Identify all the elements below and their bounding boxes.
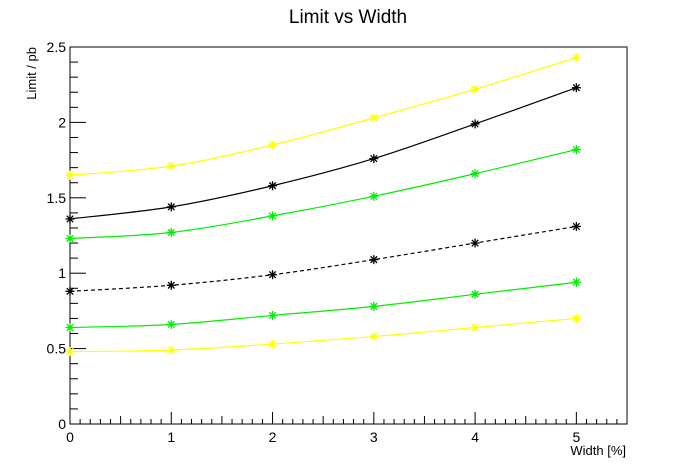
data-point bbox=[369, 255, 379, 265]
plot-frame bbox=[69, 46, 628, 425]
chart-title: Limit vs Width bbox=[289, 7, 407, 28]
series-line bbox=[69, 56, 577, 176]
data-point bbox=[369, 113, 379, 123]
series-1 bbox=[65, 83, 581, 224]
data-point bbox=[470, 289, 480, 299]
data-point bbox=[268, 140, 278, 150]
series-line bbox=[69, 281, 577, 329]
data-point bbox=[571, 145, 581, 155]
data-point bbox=[166, 280, 176, 290]
series-2 bbox=[65, 145, 581, 244]
data-point bbox=[268, 310, 278, 320]
series-0 bbox=[65, 53, 581, 180]
data-point bbox=[571, 313, 581, 323]
x-tick-label: 5 bbox=[572, 429, 580, 445]
data-point bbox=[571, 221, 581, 231]
y-tick-label: 1.5 bbox=[47, 190, 67, 206]
data-point bbox=[65, 286, 75, 296]
data-point bbox=[268, 181, 278, 191]
data-point bbox=[369, 154, 379, 164]
axis-ticks bbox=[69, 46, 628, 425]
series-line bbox=[69, 225, 577, 292]
data-point bbox=[470, 119, 480, 129]
x-tick-label: 0 bbox=[66, 429, 74, 445]
data-point bbox=[65, 214, 75, 224]
data-point bbox=[470, 238, 480, 248]
data-point bbox=[470, 84, 480, 94]
series-line bbox=[69, 148, 577, 240]
data-point bbox=[470, 169, 480, 179]
x-tick-label: 2 bbox=[269, 429, 277, 445]
x-axis-label: Width [%] bbox=[570, 443, 626, 458]
data-point bbox=[571, 277, 581, 287]
data-point bbox=[166, 202, 176, 212]
data-point bbox=[65, 170, 75, 180]
series-5 bbox=[65, 313, 581, 357]
series-3 bbox=[65, 221, 581, 296]
y-tick-label: 1 bbox=[58, 265, 66, 281]
x-tick-label: 3 bbox=[370, 429, 378, 445]
data-point bbox=[470, 322, 480, 332]
series-4 bbox=[65, 277, 581, 332]
y-axis-label: Limit / pb bbox=[24, 47, 39, 100]
axis-tick-labels: 0 1 2 3 4 5 0 0.5 1 1.5 2 2.5 bbox=[47, 39, 581, 445]
data-point bbox=[268, 211, 278, 221]
data-point bbox=[369, 301, 379, 311]
x-tick-label: 4 bbox=[471, 429, 479, 445]
series-line bbox=[69, 317, 577, 353]
data-point bbox=[571, 53, 581, 63]
y-tick-label: 0 bbox=[58, 416, 66, 432]
data-point bbox=[268, 270, 278, 280]
data-point bbox=[166, 319, 176, 329]
data-point bbox=[369, 332, 379, 342]
series-line bbox=[69, 87, 577, 220]
y-tick-label: 2.5 bbox=[47, 39, 67, 55]
data-point bbox=[369, 191, 379, 201]
data-point bbox=[65, 322, 75, 332]
data-series bbox=[65, 53, 581, 357]
data-point bbox=[571, 83, 581, 93]
x-tick-label: 1 bbox=[167, 429, 175, 445]
data-point bbox=[166, 345, 176, 355]
data-point bbox=[65, 234, 75, 244]
data-point bbox=[65, 347, 75, 357]
data-point bbox=[166, 227, 176, 237]
y-tick-label: 0.5 bbox=[47, 341, 67, 357]
data-point bbox=[166, 161, 176, 171]
y-tick-label: 2 bbox=[58, 114, 66, 130]
data-point bbox=[268, 339, 278, 349]
